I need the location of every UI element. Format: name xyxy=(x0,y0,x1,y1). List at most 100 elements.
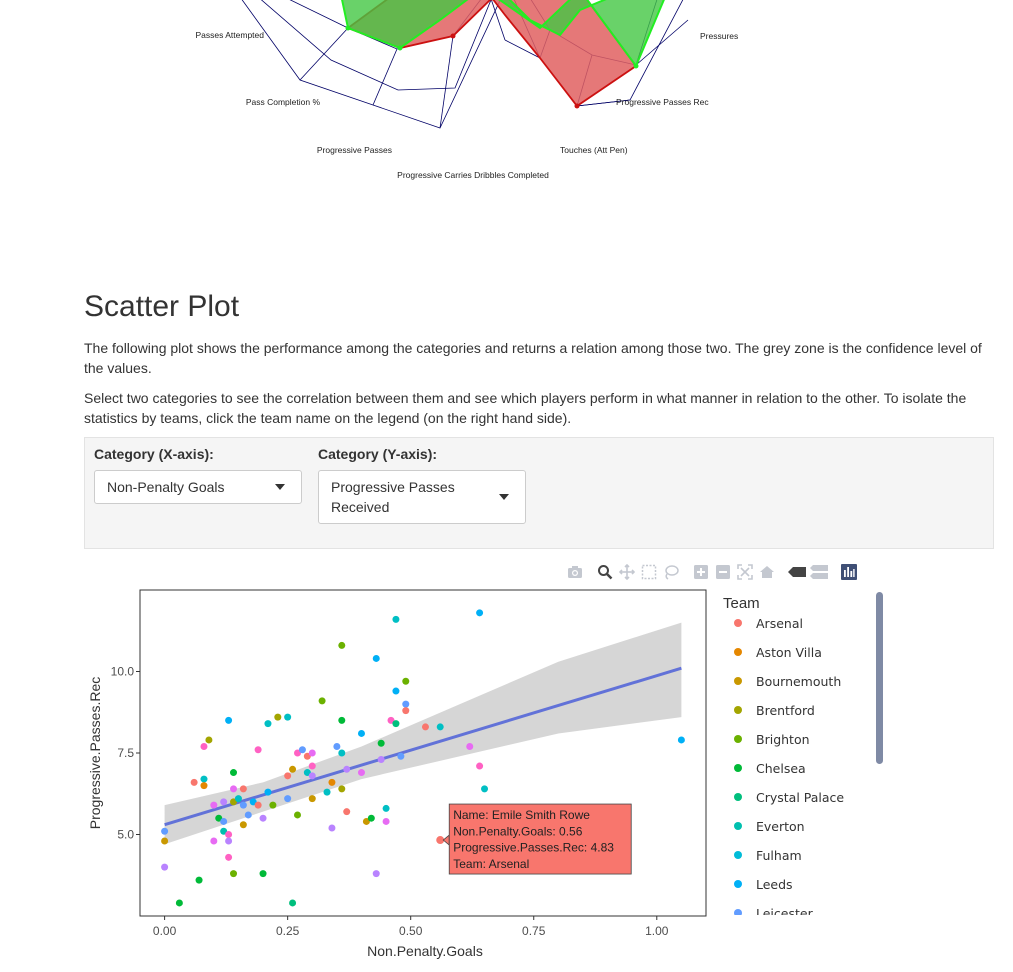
data-point[interactable] xyxy=(239,785,247,793)
data-point[interactable] xyxy=(239,821,247,829)
hovered-point[interactable] xyxy=(436,836,445,845)
data-point[interactable] xyxy=(397,752,405,760)
data-point[interactable] xyxy=(293,749,301,757)
data-point[interactable] xyxy=(392,720,400,728)
data-point[interactable] xyxy=(338,641,346,649)
data-point[interactable] xyxy=(367,814,375,822)
legend-item[interactable]: Brentford xyxy=(734,700,815,720)
data-point[interactable] xyxy=(254,801,262,809)
data-point[interactable] xyxy=(476,609,484,617)
data-point[interactable] xyxy=(230,870,238,878)
data-point[interactable] xyxy=(264,720,272,728)
legend-item[interactable]: Leicester xyxy=(734,903,813,915)
plotly-logo-icon[interactable] xyxy=(838,562,860,582)
data-point[interactable] xyxy=(481,785,489,793)
data-point[interactable] xyxy=(200,775,208,783)
camera-icon[interactable] xyxy=(564,562,586,582)
legend-scrollbar[interactable] xyxy=(876,592,883,764)
data-point[interactable] xyxy=(195,876,203,884)
data-point[interactable] xyxy=(402,677,410,685)
hover-compare-icon[interactable] xyxy=(808,562,830,582)
data-point[interactable] xyxy=(303,752,311,760)
data-point[interactable] xyxy=(308,772,316,780)
data-point[interactable] xyxy=(225,716,233,724)
data-point[interactable] xyxy=(677,736,685,744)
data-point[interactable] xyxy=(230,798,238,806)
data-point[interactable] xyxy=(274,713,282,721)
data-point[interactable] xyxy=(293,811,301,819)
data-point[interactable] xyxy=(225,853,233,861)
legend-item[interactable]: Arsenal xyxy=(734,613,803,633)
data-point[interactable] xyxy=(225,837,233,845)
data-point[interactable] xyxy=(377,756,385,764)
data-point[interactable] xyxy=(190,778,198,786)
data-point[interactable] xyxy=(323,788,331,796)
data-point[interactable] xyxy=(343,808,351,816)
data-point[interactable] xyxy=(377,739,385,747)
legend-item[interactable]: Chelsea xyxy=(734,758,806,778)
pan-icon[interactable] xyxy=(616,562,638,582)
data-point[interactable] xyxy=(175,899,183,907)
data-point[interactable] xyxy=(269,801,277,809)
hover-closest-icon[interactable] xyxy=(786,562,808,582)
data-point[interactable] xyxy=(230,785,238,793)
zoom-out-icon[interactable] xyxy=(712,562,734,582)
data-point[interactable] xyxy=(466,742,474,750)
data-point[interactable] xyxy=(303,769,311,777)
data-point[interactable] xyxy=(289,899,297,907)
data-point[interactable] xyxy=(328,778,336,786)
data-point[interactable] xyxy=(328,824,336,832)
data-point[interactable] xyxy=(220,827,228,835)
box-select-icon[interactable] xyxy=(638,562,660,582)
legend-item[interactable]: Everton xyxy=(734,816,805,836)
y-axis-select[interactable]: Progressive Passes Received xyxy=(318,470,526,524)
data-point[interactable] xyxy=(225,831,233,838)
data-point[interactable] xyxy=(215,814,223,822)
data-point[interactable] xyxy=(476,762,484,770)
data-point[interactable] xyxy=(259,870,267,878)
data-point[interactable] xyxy=(234,795,242,803)
data-point[interactable] xyxy=(210,801,218,809)
legend-item[interactable]: Aston Villa xyxy=(734,642,822,662)
autoscale-icon[interactable] xyxy=(734,562,756,582)
legend-item[interactable]: Bournemouth xyxy=(734,671,841,691)
data-point[interactable] xyxy=(402,707,410,715)
data-point[interactable] xyxy=(338,749,346,757)
data-point[interactable] xyxy=(372,654,380,662)
data-point[interactable] xyxy=(220,798,228,806)
legend-item[interactable]: Brighton xyxy=(734,729,810,749)
data-point[interactable] xyxy=(308,749,316,757)
data-point[interactable] xyxy=(249,798,257,806)
reset-axes-icon[interactable] xyxy=(756,562,778,582)
data-point[interactable] xyxy=(284,713,292,721)
data-point[interactable] xyxy=(402,700,410,708)
data-point[interactable] xyxy=(338,785,346,793)
data-point[interactable] xyxy=(372,870,380,878)
data-point[interactable] xyxy=(220,817,228,825)
data-point[interactable] xyxy=(436,723,444,731)
legend-item[interactable]: Leeds xyxy=(734,874,793,894)
scatter-plot[interactable]: 0.00 0.25 0.50 0.75 1.00 5.0 7.5 10.0 Non.Penalt… xyxy=(84,586,714,966)
data-point[interactable] xyxy=(284,772,292,780)
data-point[interactable] xyxy=(161,827,169,835)
data-point[interactable] xyxy=(318,697,326,705)
data-point[interactable] xyxy=(244,811,252,819)
data-point[interactable] xyxy=(392,687,400,695)
data-point[interactable] xyxy=(338,716,346,724)
data-point[interactable] xyxy=(205,736,213,744)
data-point[interactable] xyxy=(284,795,292,803)
data-point[interactable] xyxy=(421,723,429,731)
legend-item[interactable]: Crystal Palace xyxy=(734,787,844,807)
data-point[interactable] xyxy=(239,801,247,809)
data-point[interactable] xyxy=(161,837,169,845)
data-point[interactable] xyxy=(259,814,267,822)
lasso-icon[interactable] xyxy=(660,562,682,582)
data-point[interactable] xyxy=(161,863,169,871)
data-point[interactable] xyxy=(382,817,390,825)
legend-item[interactable]: Fulham xyxy=(734,845,802,865)
data-point[interactable] xyxy=(357,729,365,737)
data-point[interactable] xyxy=(382,804,390,812)
data-point[interactable] xyxy=(200,782,208,790)
data-point[interactable] xyxy=(254,746,262,754)
data-point[interactable] xyxy=(308,762,316,770)
